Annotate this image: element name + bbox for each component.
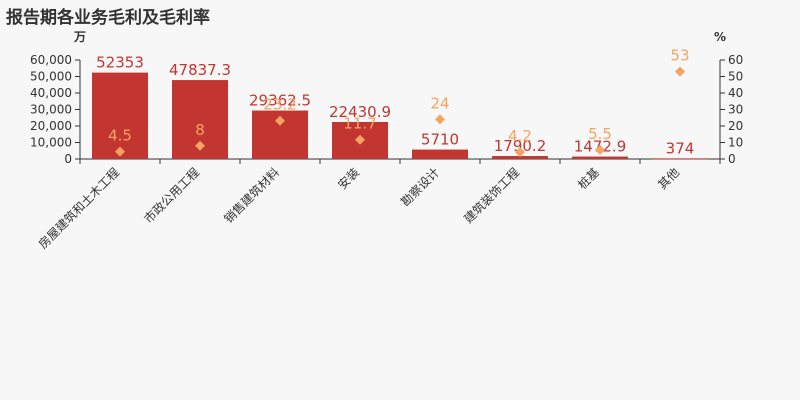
y-right-tick-label: 60 <box>728 53 743 67</box>
bar-value-label: 1790.2 <box>494 137 547 155</box>
rate-point <box>595 144 605 155</box>
rate-point <box>355 134 365 145</box>
x-category-label: 销售建筑材料 <box>221 165 283 227</box>
x-category-label: 其他 <box>655 165 682 192</box>
y-right-tick-label: 10 <box>728 136 743 150</box>
bar-value-label: 5710 <box>421 131 459 149</box>
x-category-label: 桩基 <box>575 165 603 193</box>
bar-value-label: 52353 <box>96 54 144 72</box>
y-left-tick-label: 20,000 <box>30 119 72 133</box>
y-left-tick-label: 40,000 <box>30 86 72 100</box>
x-category-label: 房屋建筑和土木工程 <box>35 165 122 252</box>
bar-value-label: 29362.5 <box>249 92 311 110</box>
bar <box>92 72 148 159</box>
rate-value-label: 23.2 <box>263 96 296 114</box>
y-left-tick-label: 50,000 <box>30 70 72 84</box>
bar-value-label: 47837.3 <box>169 61 231 79</box>
y-right-tick-label: 40 <box>728 86 743 100</box>
y-axis-left-unit: 万 <box>73 30 86 44</box>
y-left-tick-label: 60,000 <box>30 53 72 67</box>
chart-title: 报告期各业务毛利及毛利率 <box>6 8 210 28</box>
bar-value-label: 374 <box>666 139 695 157</box>
rate-value-label: 4.2 <box>508 127 532 145</box>
bar-value-label: 22430.9 <box>329 103 391 121</box>
x-category-label: 勘察设计 <box>398 165 442 209</box>
y-right-tick-label: 50 <box>728 70 743 84</box>
rate-value-label: 8 <box>195 121 205 139</box>
rate-point <box>115 146 125 157</box>
bar <box>652 158 708 160</box>
bar <box>572 156 628 159</box>
rate-point <box>675 66 685 77</box>
rate-value-label: 24 <box>430 94 449 112</box>
y-right-tick-label: 0 <box>728 152 736 166</box>
rate-value-label: 5.5 <box>588 125 612 143</box>
bar <box>492 156 548 159</box>
rate-point <box>275 115 285 126</box>
y-right-tick-label: 30 <box>728 103 743 117</box>
rate-point <box>515 147 525 158</box>
rate-value-label: 11.7 <box>343 115 376 133</box>
y-axis-right-unit: % <box>714 30 726 44</box>
y-right-tick-label: 20 <box>728 119 743 133</box>
y-left-tick-label: 30,000 <box>30 103 72 117</box>
y-left-tick-label: 10,000 <box>30 136 72 150</box>
rate-value-label: 53 <box>670 47 689 65</box>
bar <box>412 149 468 159</box>
y-left-tick-label: 0 <box>64 152 72 166</box>
rate-point <box>435 114 445 125</box>
x-category-label: 建筑装饰工程 <box>461 165 523 227</box>
rate-point <box>195 140 205 151</box>
x-category-label: 市政公用工程 <box>141 165 203 227</box>
x-category-label: 安装 <box>335 165 363 193</box>
rate-value-label: 4.5 <box>108 127 132 145</box>
